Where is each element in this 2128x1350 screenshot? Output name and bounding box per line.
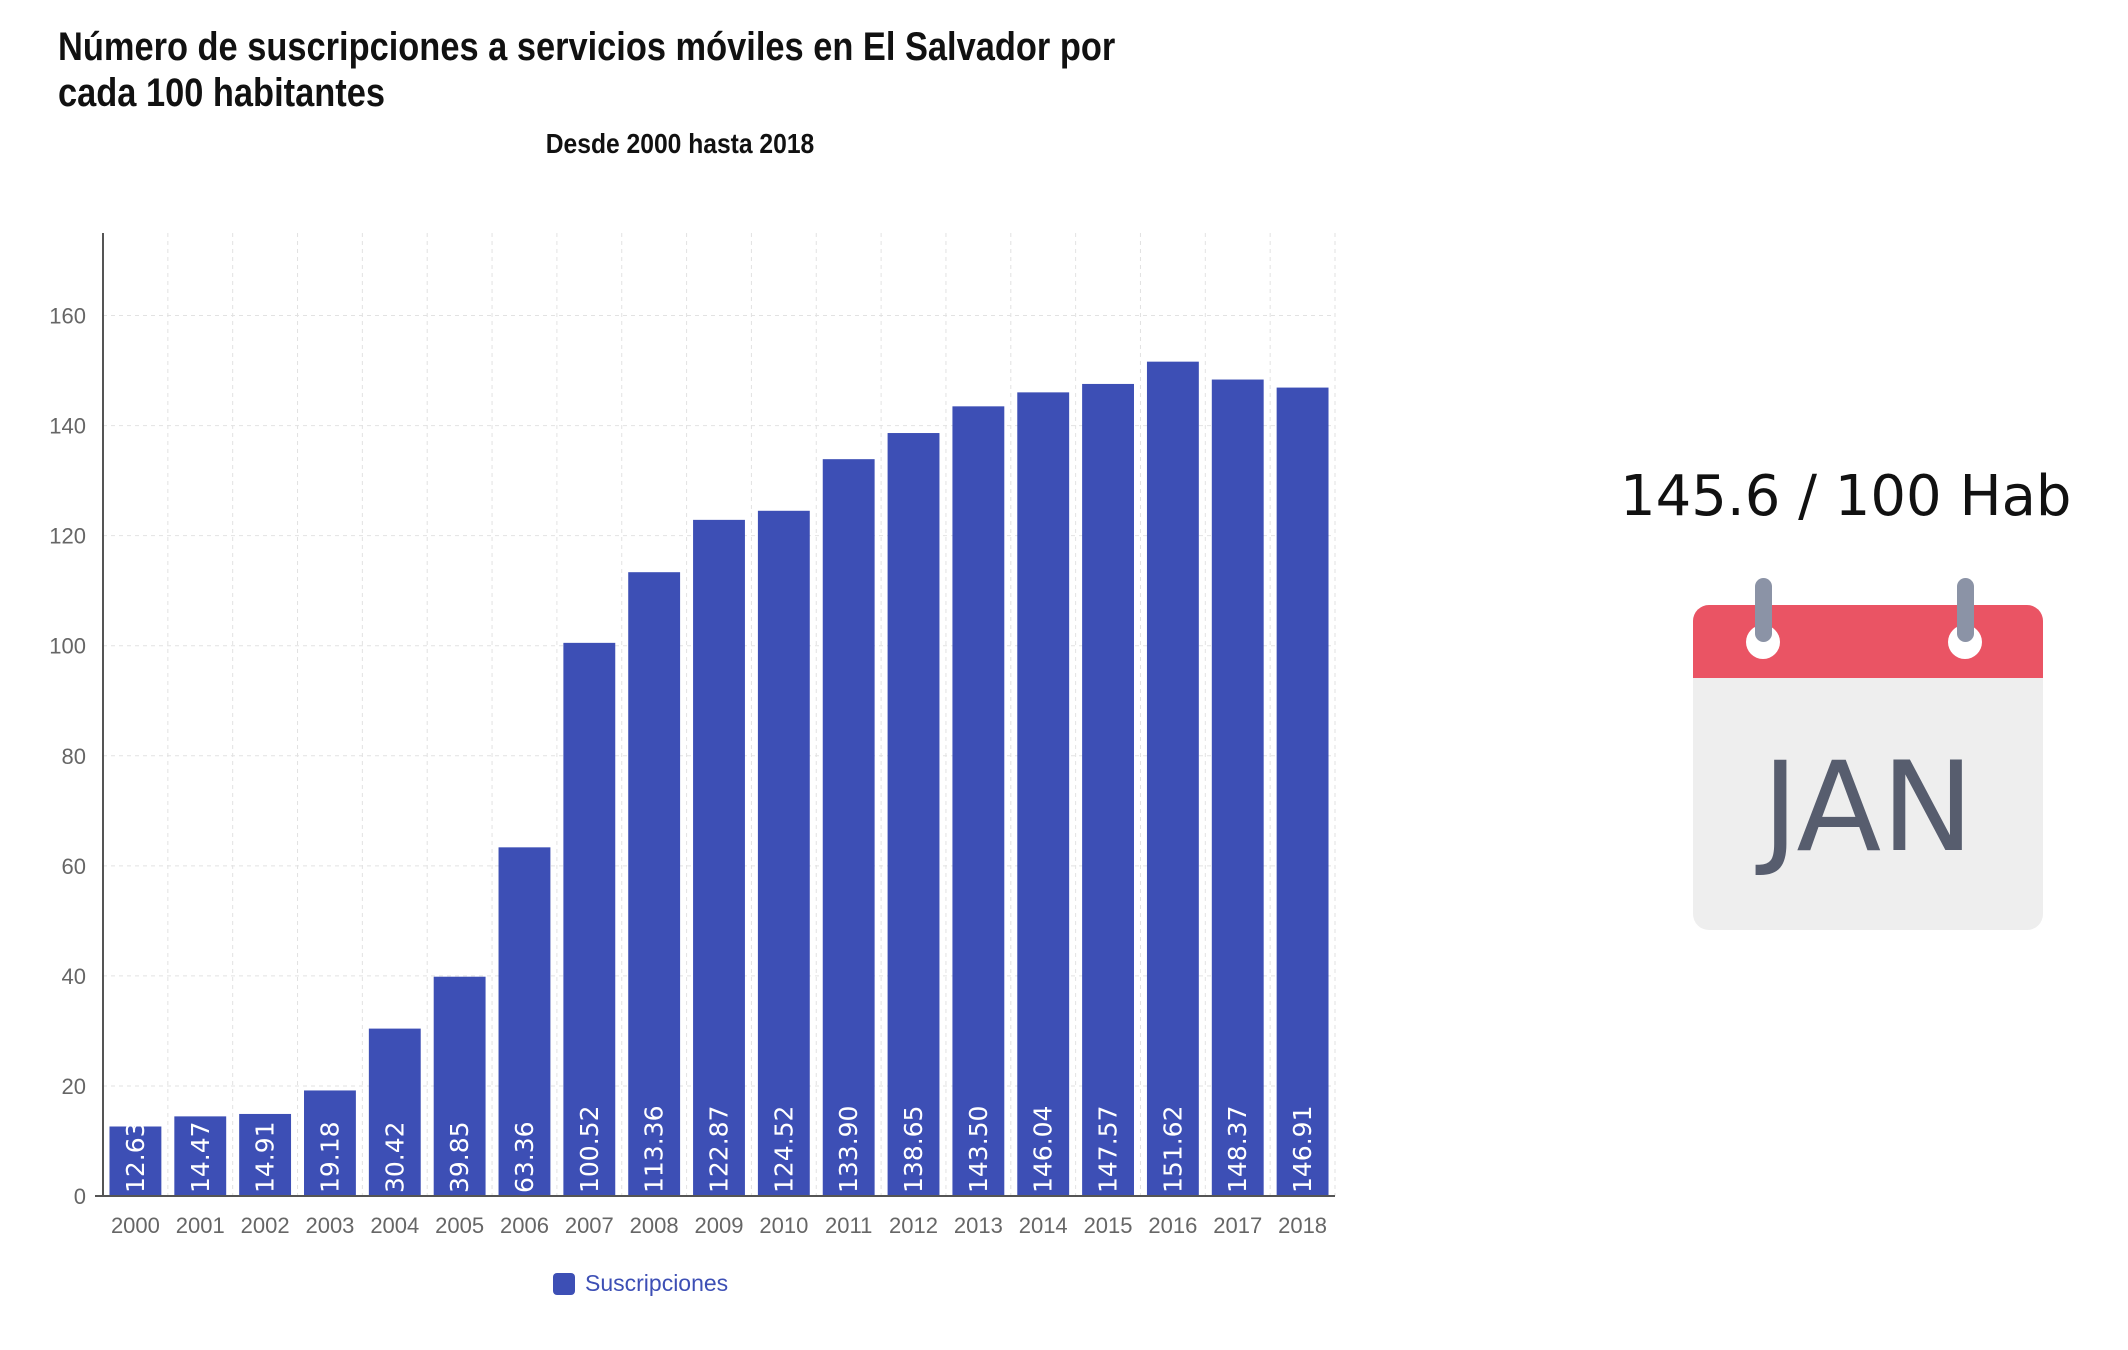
bar-value-label: 124.52 xyxy=(769,1106,798,1193)
bar xyxy=(368,1028,421,1196)
y-tick-label: 120 xyxy=(49,524,86,549)
bar-value-label: 63.36 xyxy=(510,1121,539,1193)
x-tick-label: 2005 xyxy=(435,1213,484,1238)
x-tick-label: 2008 xyxy=(630,1213,679,1238)
bar-value-label: 147.57 xyxy=(1094,1106,1123,1193)
bar xyxy=(952,406,1005,1197)
bar-value-label: 14.47 xyxy=(186,1121,215,1193)
bar-value-label: 151.62 xyxy=(1158,1106,1187,1193)
y-tick-label: 80 xyxy=(62,744,86,769)
y-tick-label: 40 xyxy=(62,964,86,989)
x-tick-label: 2004 xyxy=(370,1213,419,1238)
x-tick-label: 2001 xyxy=(176,1213,225,1238)
x-tick-label: 2006 xyxy=(500,1213,549,1238)
calendar-month: JAN xyxy=(1755,736,1974,880)
x-tick-label: 2014 xyxy=(1019,1213,1068,1238)
bar xyxy=(304,1090,356,1196)
bar xyxy=(1276,387,1329,1196)
bar xyxy=(757,510,810,1196)
bar xyxy=(628,572,681,1196)
bar xyxy=(1082,383,1134,1196)
bar xyxy=(563,642,616,1196)
legend-label: Suscripciones xyxy=(585,1270,729,1296)
y-tick-label: 0 xyxy=(74,1184,86,1209)
y-tick-label: 140 xyxy=(49,414,86,439)
x-tick-label: 2017 xyxy=(1213,1213,1262,1238)
chart-legend[interactable]: Suscripciones xyxy=(553,1270,728,1297)
y-tick-label: 20 xyxy=(62,1074,86,1099)
bar xyxy=(174,1116,227,1196)
bar xyxy=(887,433,940,1196)
x-tick-label: 2018 xyxy=(1278,1213,1327,1238)
stat-value: 145.6 / 100 Hab xyxy=(1620,464,2072,529)
chart-subtitle: Desde 2000 hasta 2018 xyxy=(545,128,815,159)
x-tick-label: 2007 xyxy=(565,1213,614,1238)
bar-value-label: 113.36 xyxy=(640,1106,669,1193)
bar xyxy=(1017,392,1070,1196)
calendar-icon: JAN xyxy=(1693,578,2043,930)
x-tick-label: 2000 xyxy=(111,1213,160,1238)
bar-value-label: 19.18 xyxy=(315,1121,344,1193)
x-tick-label: 2009 xyxy=(695,1213,744,1238)
bar-value-label: 146.91 xyxy=(1288,1106,1317,1193)
y-tick-label: 60 xyxy=(62,854,86,879)
legend-swatch xyxy=(553,1272,575,1295)
bar-value-label: 122.87 xyxy=(705,1106,734,1193)
x-tick-label: 2016 xyxy=(1148,1213,1197,1238)
bar-value-label: 30.42 xyxy=(380,1121,409,1193)
bar-value-label: 12.63 xyxy=(121,1121,150,1193)
calendar-header xyxy=(1693,605,2043,678)
bar xyxy=(433,976,486,1196)
bar-value-label: 148.37 xyxy=(1223,1106,1252,1193)
bar-value-label: 143.50 xyxy=(964,1106,993,1193)
bar-value-label: 100.52 xyxy=(575,1106,604,1193)
x-tick-label: 2012 xyxy=(889,1213,938,1238)
bar xyxy=(693,519,745,1196)
bar xyxy=(109,1126,162,1196)
bar-value-label: 39.85 xyxy=(445,1121,474,1193)
bar xyxy=(822,459,875,1196)
bar xyxy=(239,1113,292,1196)
y-tick-label: 160 xyxy=(49,304,86,329)
x-tick-label: 2002 xyxy=(241,1213,290,1238)
bar-value-label: 133.90 xyxy=(834,1106,863,1193)
chart-title: Número de suscripciones a servicios móvi… xyxy=(58,25,1116,115)
calendar-pin-right xyxy=(1957,578,1974,642)
bar xyxy=(1211,379,1264,1196)
bar xyxy=(498,847,551,1196)
bar-value-label: 146.04 xyxy=(1029,1106,1058,1193)
x-tick-label: 2010 xyxy=(759,1213,808,1238)
x-tick-label: 2015 xyxy=(1084,1213,1133,1238)
x-tick-label: 2011 xyxy=(825,1213,872,1238)
x-tick-label: 2003 xyxy=(305,1213,354,1238)
calendar-pin-left xyxy=(1755,578,1772,642)
y-tick-label: 100 xyxy=(49,634,86,659)
bar-value-label: 138.65 xyxy=(899,1106,928,1193)
calendar-body xyxy=(1693,605,2043,930)
bar-value-label: 14.91 xyxy=(251,1121,280,1193)
bar xyxy=(1146,361,1199,1196)
x-tick-label: 2013 xyxy=(954,1213,1003,1238)
